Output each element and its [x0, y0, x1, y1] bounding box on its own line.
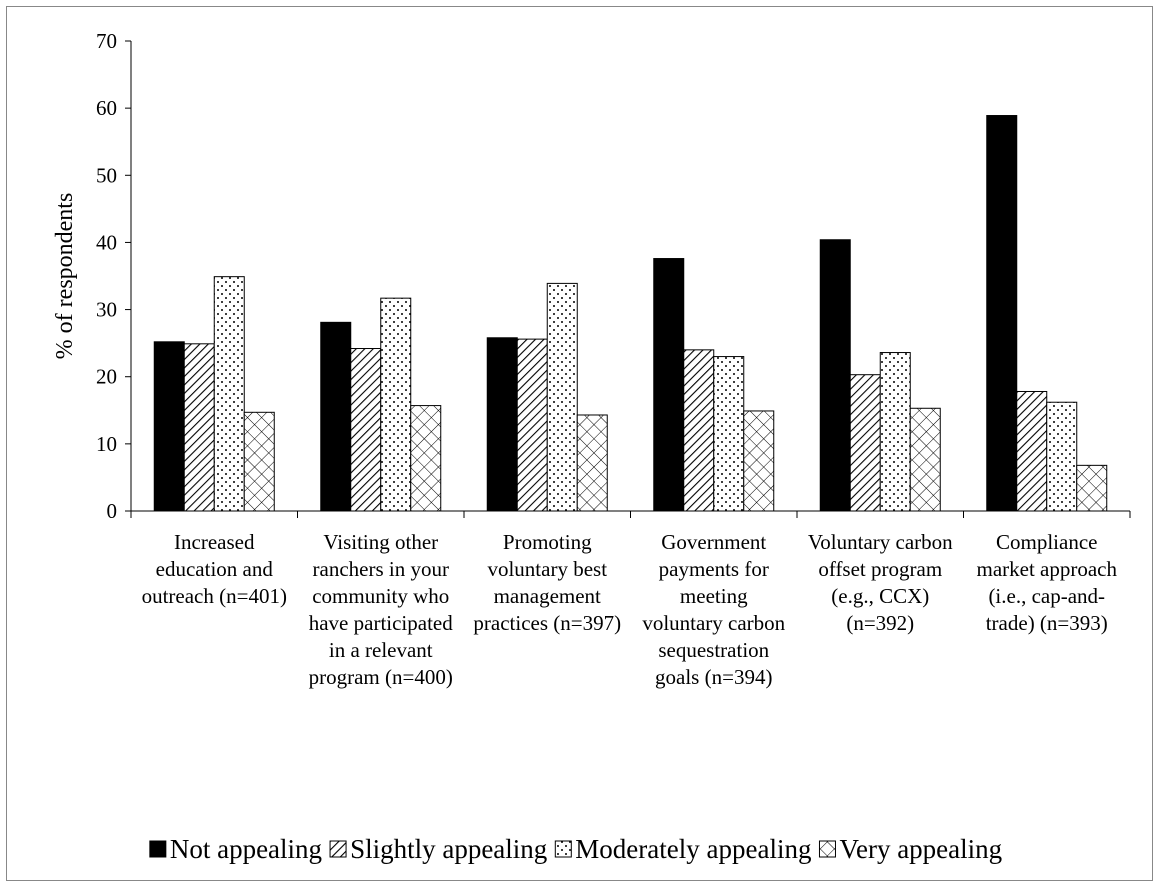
bar: [153, 341, 185, 512]
bar: [516, 338, 548, 512]
bar: [909, 407, 941, 512]
bar: [576, 414, 608, 512]
bar: [320, 321, 352, 512]
y-tick-label: 10: [96, 432, 117, 456]
x-tick-label: Visiting other ranchers in your communit…: [308, 530, 453, 689]
bar: [986, 115, 1018, 512]
legend-label: Not appealing: [170, 834, 322, 864]
legend-label: Very appealing: [839, 834, 1002, 864]
y-axis-label: % of respondents: [52, 193, 78, 360]
bar: [410, 405, 442, 512]
chart-border: [6, 6, 1153, 881]
bar: [1076, 464, 1108, 512]
x-tick-label: Compliance market approach (i.e., cap-an…: [976, 530, 1117, 635]
bar: [1046, 401, 1078, 512]
bar: [849, 374, 881, 512]
y-tick-label: 20: [96, 365, 117, 389]
x-tick-label: Promoting voluntary best management prac…: [473, 530, 622, 635]
y-tick-label: 40: [96, 230, 117, 254]
legend-swatch: [818, 840, 836, 858]
y-tick-label: 70: [96, 29, 117, 53]
bar: [819, 239, 851, 512]
bar: [213, 276, 245, 512]
bar: [879, 352, 911, 512]
bar: [743, 410, 775, 512]
bar: [713, 356, 745, 512]
y-tick-label: 60: [96, 96, 117, 120]
bar: [546, 282, 578, 512]
bar: [243, 411, 275, 512]
x-tick-label: Increased education and outreach (n=401): [141, 530, 287, 608]
legend-label: Moderately appealing: [575, 834, 811, 864]
bar: [683, 349, 715, 512]
bar: [380, 297, 412, 512]
bar: [183, 343, 215, 512]
y-tick-label: 30: [96, 298, 117, 322]
legend-swatch: [329, 840, 347, 858]
legend-label: Slightly appealing: [350, 834, 547, 864]
bar: [486, 337, 518, 512]
legend-swatch: [149, 840, 167, 858]
y-tick-label: 50: [96, 163, 117, 187]
x-tick-label: Voluntary carbon offset program (e.g., C…: [807, 530, 953, 635]
bar: [653, 258, 685, 512]
bar: [1016, 390, 1048, 512]
legend-swatch: [554, 840, 572, 858]
x-tick-label: Government payments for meeting voluntar…: [642, 530, 786, 689]
bar: [350, 348, 382, 512]
y-tick-label: 0: [107, 499, 118, 523]
